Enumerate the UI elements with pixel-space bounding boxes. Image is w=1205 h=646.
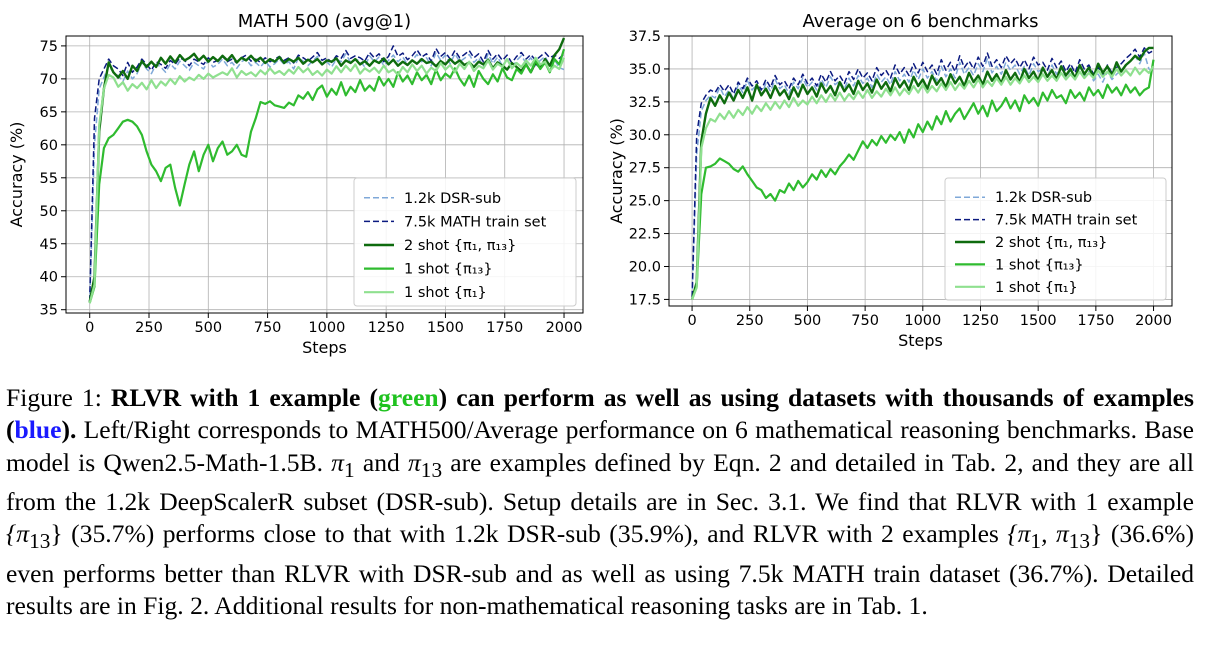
caption-set13: {π: [6, 519, 30, 549]
legend-label: 7.5k MATH train set: [404, 214, 547, 230]
caption-green-word: green: [378, 383, 439, 412]
caption-bold-part1: RLVR with 1 example (: [110, 383, 379, 412]
x-tick-label: 1000: [308, 320, 345, 336]
caption-label: Figure 1:: [6, 383, 102, 412]
series-line-4: [691, 65, 1155, 300]
y-axis-label: Accuracy (%): [607, 118, 626, 224]
x-tick-label: 2000: [1135, 313, 1172, 329]
x-tick-label: 750: [254, 320, 282, 336]
chart-legend: 1.2k DSR-sub 7.5k MATH train set 2 shot {π…: [944, 177, 1167, 301]
x-tick-label: 500: [194, 320, 222, 336]
caption-set2-sub1: 1: [1030, 529, 1042, 554]
caption-text5: (36.6%) even performs better than RLVR w…: [6, 519, 1194, 620]
chart-title: Average on 6 benchmarks: [803, 11, 1039, 32]
x-tick-label: 1250: [368, 320, 405, 336]
legend-label: 1 shot {π₁₃}: [995, 257, 1084, 273]
caption-pi1-sub: 1: [344, 457, 355, 482]
caption-text1: Left/Right corresponds to MATH500/Averag…: [6, 415, 1194, 477]
y-tick-label: 25.0: [629, 194, 661, 210]
caption-set2-sub2: 13: [1068, 529, 1091, 554]
math500-chart: MATH 500 (avg@1) 0 250 500 750 1000 1250 1500 17…: [7, 11, 584, 357]
figure-charts: MATH 500 (avg@1)0 250 500 750 1000 1250 1500 17…: [7, 11, 1173, 357]
y-tick-label: 30.0: [629, 128, 661, 144]
y-tick-label: 17.5: [629, 292, 661, 308]
x-tick-label: 1500: [1020, 313, 1057, 329]
x-axis-label: Steps: [302, 338, 347, 357]
caption-set2-open: {π: [1007, 519, 1031, 549]
caption-pi13: π: [407, 447, 421, 477]
series-line-4: [88, 56, 566, 304]
y-tick-label: 50: [40, 204, 58, 220]
legend-label: 2 shot {π₁, π₁₃}: [404, 238, 516, 254]
y-tick-label: 32.5: [629, 95, 661, 111]
series-line-3: [691, 59, 1155, 300]
legend-label: 1.2k DSR-sub: [995, 190, 1092, 206]
x-axis-label: Steps: [898, 331, 943, 350]
series-line-2: [88, 37, 566, 303]
y-tick-label: 55: [40, 171, 58, 187]
y-tick-label: 27.5: [629, 161, 661, 177]
legend-label: 1 shot {π₁₃}: [404, 262, 493, 278]
legend-label: 1.2k DSR-sub: [404, 191, 501, 207]
x-tick-label: 0: [85, 320, 94, 336]
x-tick-label: 1750: [486, 320, 523, 336]
y-tick-label: 37.5: [629, 29, 661, 45]
caption-set13-close: }: [50, 519, 63, 549]
legend-label: 1 shot {π₁}: [995, 280, 1078, 296]
x-tick-label: 2000: [546, 320, 583, 336]
x-tick-label: 750: [851, 313, 879, 329]
caption-blue-word: blue: [14, 415, 62, 445]
caption-text2: and: [354, 447, 408, 477]
plot-frame: [65, 35, 584, 314]
chart-title: MATH 500 (avg@1): [238, 11, 411, 32]
figure-caption: Figure 1: RLVR with 1 example (green) ca…: [6, 382, 1194, 622]
x-tick-label: 1000: [904, 313, 941, 329]
legend-label: 1 shot {π₁}: [404, 285, 487, 301]
caption-set13-sub: 13: [29, 529, 51, 554]
y-tick-label: 45: [40, 237, 58, 253]
y-tick-label: 22.5: [629, 227, 661, 243]
y-axis-label: Accuracy (%): [7, 122, 26, 228]
caption-text4: (35.7%) performs close to that with 1.2k…: [62, 519, 1008, 549]
y-tick-label: 20.0: [629, 259, 661, 275]
caption-bold-part2: ) can perform as well as using datasets …: [6, 383, 1194, 445]
y-tick-label: 35: [40, 303, 58, 319]
legend-label: 2 shot {π₁, π₁₃}: [995, 235, 1107, 251]
plot-frame: [668, 35, 1173, 307]
x-tick-label: 250: [135, 320, 163, 336]
x-tick-label: 500: [794, 313, 822, 329]
y-tick-label: 75: [40, 39, 58, 55]
caption-bold-part3: ).: [61, 415, 77, 445]
x-tick-label: 0: [687, 313, 696, 329]
y-tick-label: 40: [40, 270, 58, 286]
x-tick-label: 1500: [427, 320, 464, 336]
series-line-1: [88, 45, 565, 302]
x-tick-label: 250: [736, 313, 764, 329]
caption-bold-sentence: RLVR with 1 example (green) can perform …: [6, 383, 1194, 444]
series-line-1: [691, 47, 1154, 297]
y-tick-label: 65: [40, 105, 58, 121]
x-tick-label: 1250: [962, 313, 999, 329]
average-benchmarks-chart: Average on 6 benchmarks 0 250 500 750 1000 125…: [607, 11, 1173, 350]
y-tick-label: 70: [40, 72, 58, 88]
series-line-2: [690, 46, 1154, 300]
caption-set2-mid: , π: [1041, 519, 1069, 549]
caption-text3: are examples defined by Eqn. 2 and detai…: [6, 447, 1194, 516]
y-tick-label: 60: [40, 138, 58, 154]
legend-box: [944, 177, 1167, 301]
legend-label: 7.5k MATH train set: [995, 213, 1138, 229]
series-line-3: [88, 48, 566, 304]
caption-pi13-sub: 13: [420, 457, 443, 482]
caption-pi1: π: [331, 447, 344, 477]
chart-legend: 1.2k DSR-sub 7.5k MATH train set 2 shot {π…: [353, 177, 577, 307]
caption-set2-close: }: [1090, 519, 1103, 549]
y-tick-label: 35.0: [629, 62, 661, 78]
legend-box: [353, 177, 577, 307]
x-tick-label: 1750: [1077, 313, 1114, 329]
